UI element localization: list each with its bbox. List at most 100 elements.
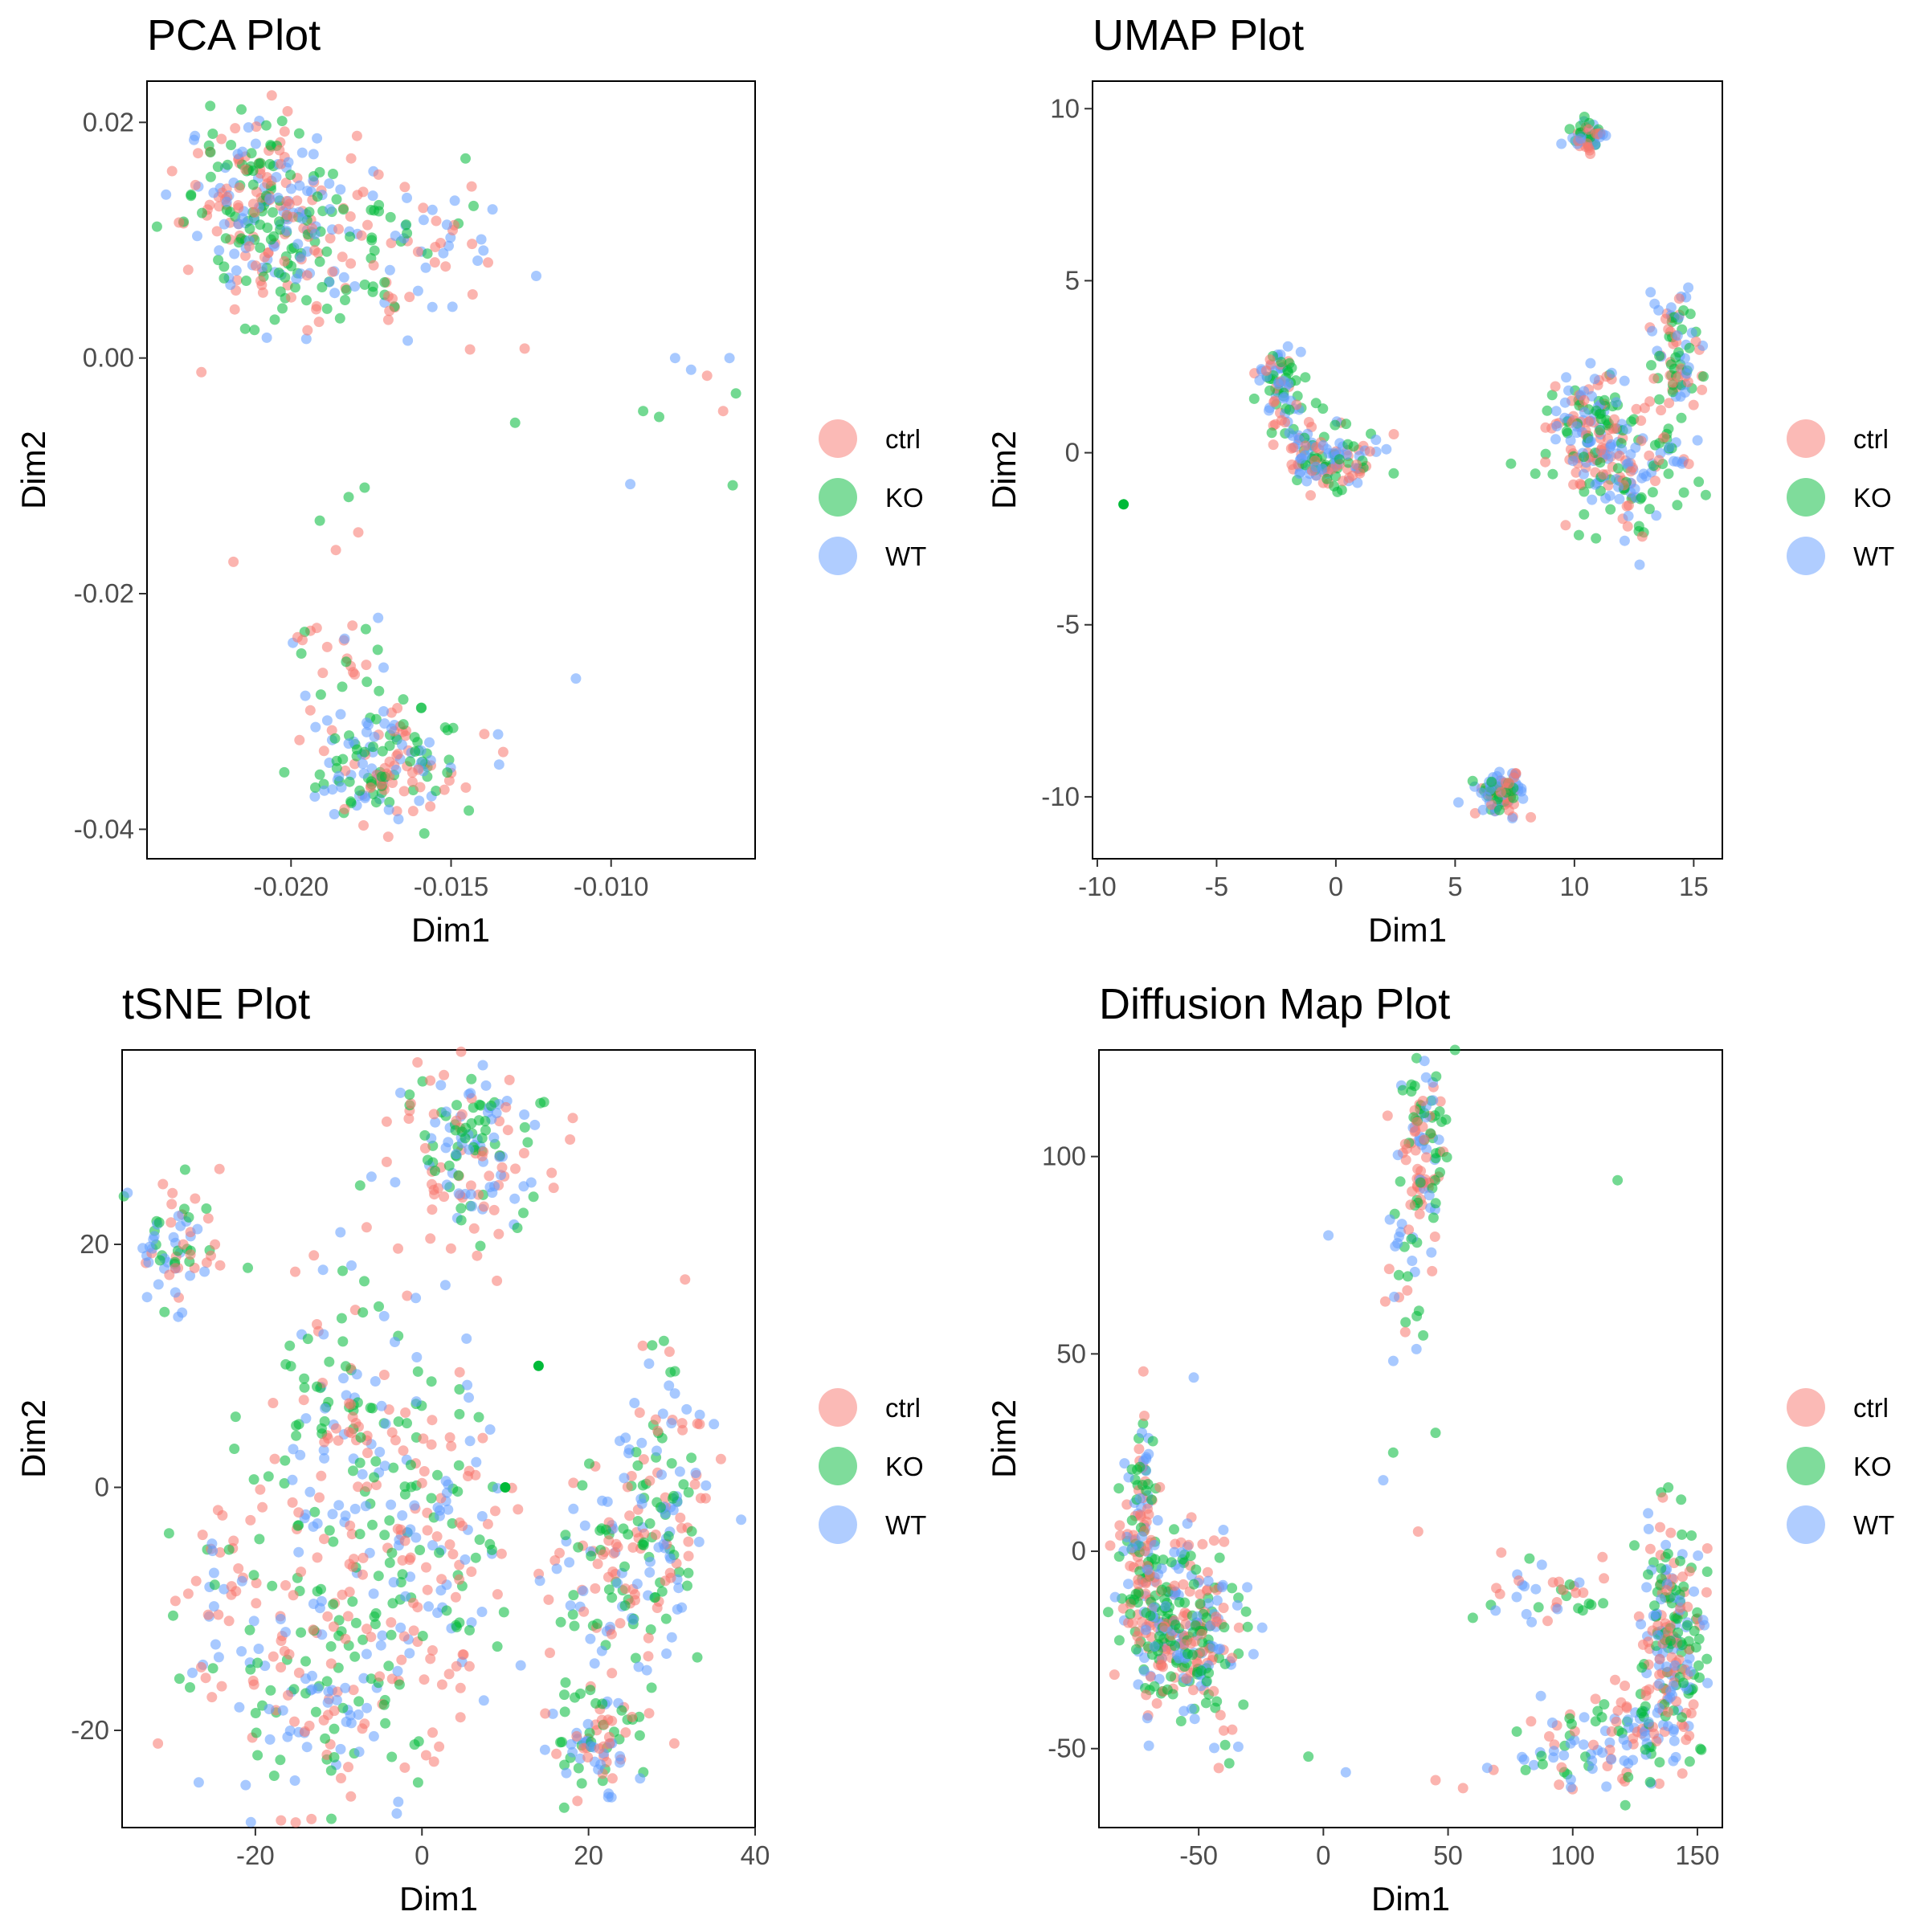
pca-point-ko [419, 828, 430, 839]
tsne-point-ctrl [493, 1228, 504, 1240]
pca-legend-label-wt: WT [885, 541, 926, 571]
pca-point-ctrl [382, 831, 394, 843]
diffusion-point-wt [1433, 1134, 1444, 1146]
umap-point-ctrl [1510, 768, 1522, 779]
tsne-point-ko [397, 1569, 408, 1580]
tsne-point-ctrl [500, 1101, 512, 1113]
tsne-point-wt [234, 1701, 245, 1713]
pca-point-wt [378, 662, 389, 673]
pca-point-wt [190, 130, 201, 141]
umap-point-ctrl [1469, 807, 1481, 819]
pca-point-wt [383, 804, 394, 815]
tsne-point-wt [586, 1741, 597, 1752]
tsne-point-wt [602, 1791, 614, 1803]
tsne-point-ctrl [293, 1667, 304, 1678]
tsne-point-wt [701, 1480, 712, 1491]
diffusion-point-wt [1142, 1564, 1154, 1575]
umap-point-wt [1665, 302, 1677, 313]
pca-point-wt [327, 784, 338, 795]
umap-point-ko [1698, 371, 1709, 382]
diffusion-point-ko [1103, 1607, 1113, 1618]
tsne-point-ctrl [427, 1415, 438, 1426]
pca-point-wt [335, 709, 346, 720]
pca-point-ctrl [384, 305, 395, 317]
pca-point-wt [271, 172, 282, 182]
diffusion-point-ko [1201, 1676, 1212, 1687]
diffusion-point-ko [1656, 1562, 1667, 1574]
tsne-point-ctrl [428, 1109, 439, 1120]
tsne-point-ctrl [427, 1727, 438, 1738]
tsne-point-wt [673, 1583, 684, 1594]
tsne-point-wt [391, 1808, 402, 1819]
diffusion-point-wt [1149, 1641, 1160, 1652]
diffusion-point-ko [1238, 1699, 1249, 1710]
tsne-point-wt [564, 1557, 575, 1568]
pca-point-ctrl [483, 257, 493, 268]
tsne-point-ko [568, 1590, 579, 1601]
tsne-point-ctrl [454, 1517, 465, 1528]
diffusion-point-wt [1517, 1751, 1528, 1762]
tsne-point-wt [307, 1670, 317, 1681]
tsne-point-ko [405, 1460, 416, 1471]
diffusion-point-ctrl [1138, 1366, 1149, 1377]
pca-point-ctrl [333, 223, 344, 235]
umap-legend-key-ko [1787, 478, 1825, 517]
tsne-point-wt [565, 1600, 576, 1611]
pca-point-ctrl [326, 725, 337, 736]
tsne-y-tick-label: -20 [71, 1715, 109, 1745]
tsne-title: tSNE Plot [122, 980, 310, 1028]
umap-point-ko [1591, 533, 1602, 544]
diffusion-point-ko [1240, 1606, 1252, 1617]
diffusion-point-wt [1392, 1238, 1403, 1249]
diffusion-point-wt [1669, 1735, 1680, 1746]
tsne-point-ko [370, 1456, 382, 1467]
tsne-point-ctrl [296, 1566, 307, 1578]
tsne-point-ko [337, 1265, 348, 1276]
pca-point-wt [219, 219, 230, 230]
diffusion-point-wt [1139, 1652, 1150, 1664]
tsne-point-wt [453, 1188, 464, 1199]
tsne-point-wt [341, 1390, 352, 1401]
pca-point-ctrl [425, 801, 436, 812]
tsne-point-ctrl [444, 1539, 455, 1550]
tsne-point-ctrl [279, 1645, 290, 1656]
tsne-point-ctrl [416, 1477, 427, 1489]
diffusion-point-ko [1670, 1613, 1681, 1624]
pca-point-wt [214, 245, 225, 256]
pca-point-ko [334, 312, 345, 324]
pca-point-wt [472, 255, 484, 266]
tsne-point-ctrl [695, 1493, 706, 1504]
pca-point-ctrl [193, 148, 203, 159]
tsne-point-wt [187, 1667, 198, 1678]
pca-point-wt [319, 785, 330, 796]
tsne-point-wt [657, 1408, 668, 1419]
umap-point-wt [1645, 287, 1656, 298]
diffusion-point-ctrl [1590, 1693, 1601, 1705]
diffusion-point-ko [1690, 1642, 1701, 1653]
tsne-point-ctrl [676, 1522, 687, 1534]
pca-point-ko [460, 153, 471, 164]
tsne-point-wt [236, 1646, 247, 1657]
diffusion-point-wt [1579, 1712, 1590, 1723]
tsne-point-wt [672, 1603, 683, 1615]
pca-point-ctrl [294, 734, 305, 745]
pca-x-tick-label: -0.010 [574, 872, 649, 901]
tsne-point-ko [384, 1515, 395, 1526]
pca-point-ctrl [392, 749, 403, 759]
tsne-point-ko [426, 1493, 437, 1504]
tsne-point-wt [411, 1352, 423, 1362]
pca-point-ko [244, 223, 255, 235]
umap-point-ko [1672, 500, 1683, 511]
pca-point-wt [625, 479, 636, 490]
tsne-point-ko [336, 1313, 347, 1324]
diffusion-point-ko [1636, 1662, 1648, 1673]
pca-point-wt [390, 764, 402, 775]
tsne-point-ko [348, 1465, 358, 1477]
tsne-point-ko [291, 1430, 302, 1441]
tsne-point-ko [386, 1547, 398, 1558]
diffusion-point-ko [1147, 1436, 1158, 1447]
diffusion-point-ctrl [1127, 1618, 1138, 1629]
tsne-point-ctrl [546, 1167, 558, 1178]
tsne-point-wt [207, 1546, 219, 1557]
